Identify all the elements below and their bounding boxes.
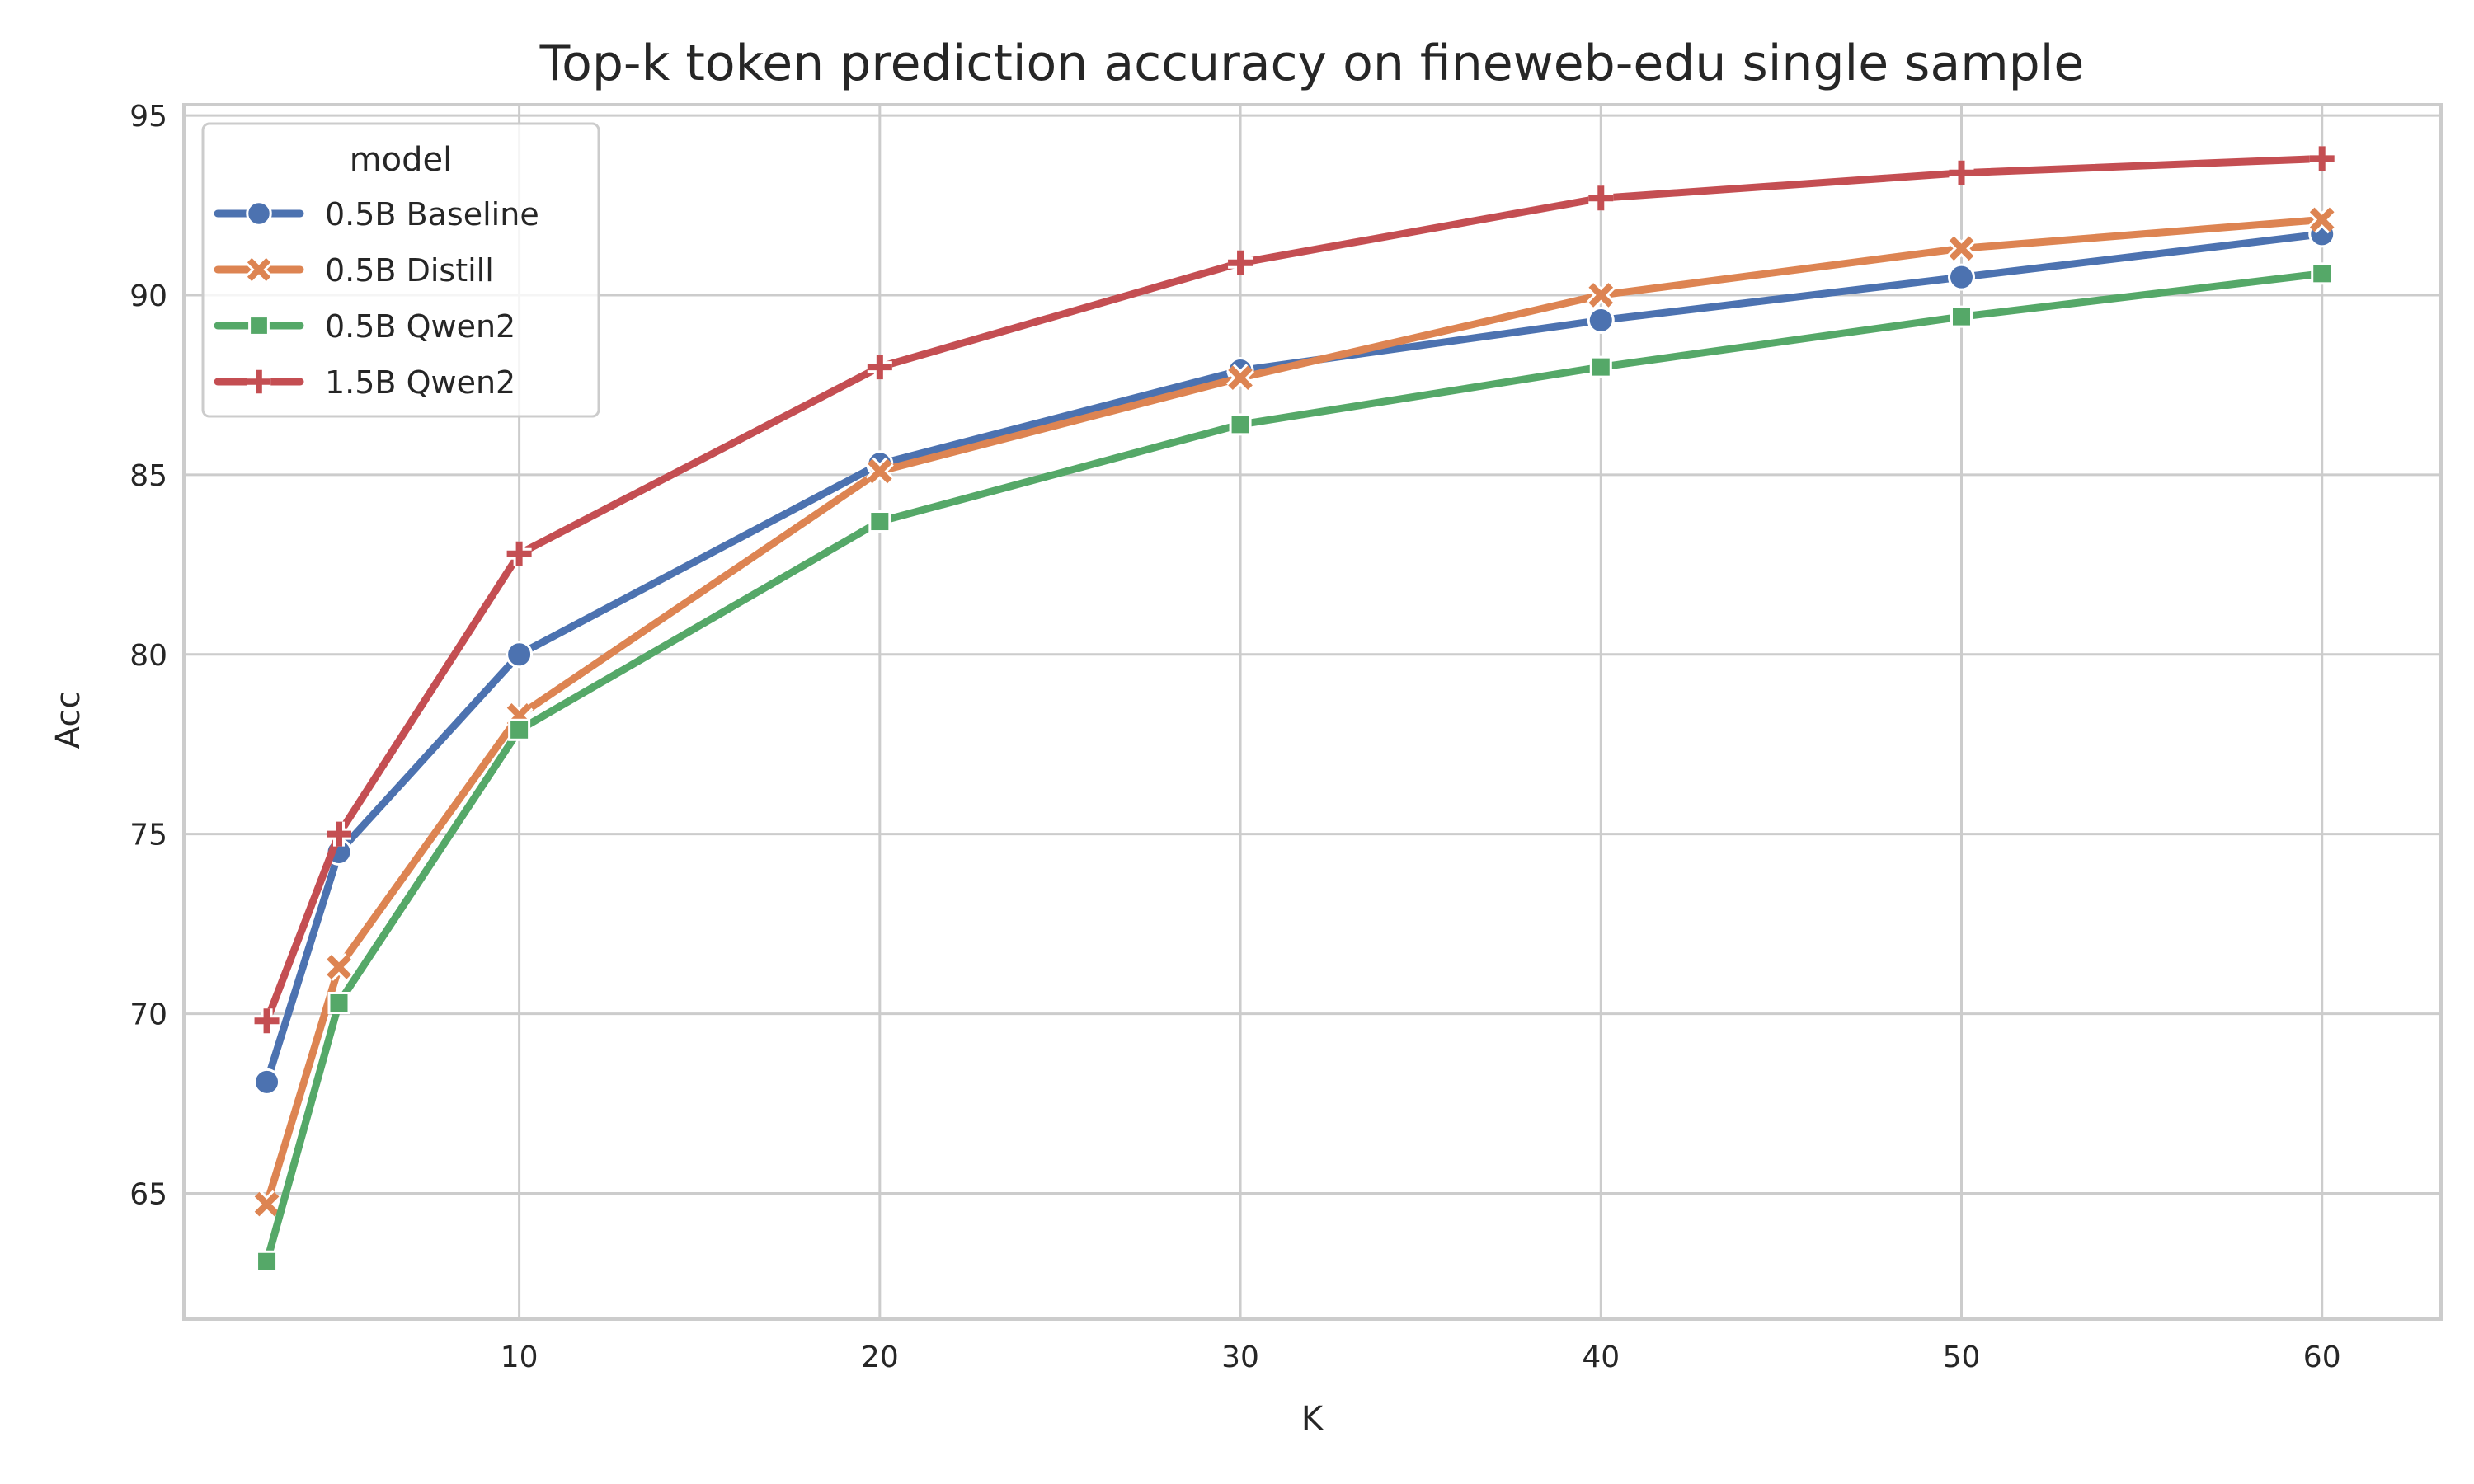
plot-frame [182,103,2443,1321]
y-tick-label: 80 [129,639,167,673]
y-tick-label: 75 [129,819,167,852]
data-point-0-5b-qwen2 [1950,305,1973,328]
series-line-0-5b-distill [263,215,2326,1209]
legend-box [201,122,600,418]
data-point-1-5b-qwen2 [1949,160,1974,186]
series-0-5b-qwen2 [256,262,2334,1273]
x-tick-label: 50 [1943,1341,1981,1374]
y-tick-label: 70 [129,998,167,1032]
data-point-1-5b-qwen2 [254,1008,280,1034]
series-layer [252,146,2336,1273]
x-tick-label: 10 [501,1341,539,1374]
data-point-0-5b-distill [252,1190,281,1219]
data-point-0-5b-distill [1226,364,1255,392]
y-axis-label: Acc [49,691,87,749]
data-point-1-5b-qwen2 [2309,146,2335,171]
legend-item-0-5b-qwen2: 0.5B Qwen2 [214,308,515,345]
legend-label: 0.5B Baseline [325,196,539,232]
x-tick-label: 20 [861,1341,899,1374]
legend-label: 0.5B Distill [325,252,494,289]
data-point-0-5b-distill [1587,281,1616,309]
legend-swatch-marker [246,200,272,227]
data-point-0-5b-qwen2 [868,510,891,533]
legend-item-0-5b-baseline: 0.5B Baseline [214,196,539,232]
data-point-1-5b-qwen2 [867,355,892,380]
y-tick-label: 65 [129,1177,167,1211]
legend-swatch-marker [245,256,273,284]
chart-title: Top-k token prediction accuracy on finew… [539,35,2085,92]
data-point-0-5b-distill [2307,205,2336,234]
series-line-0-5b-qwen2 [263,270,2326,1266]
series-1-5b-qwen2 [254,146,2335,1034]
data-point-0-5b-distill [1947,234,1976,263]
x-tick-label: 30 [1221,1341,1259,1374]
data-point-1-5b-qwen2 [327,821,352,847]
legend-items: 0.5B Baseline 0.5B Distill 0.5B Qwen2 1.5B … [214,196,539,401]
series-0-5b-distill [252,205,2336,1219]
y-tick-label: 90 [129,279,167,313]
series-line-1-5b-qwen2 [263,154,2326,1025]
data-point-0-5b-qwen2 [1589,355,1612,378]
y-tick-label: 95 [129,100,167,134]
data-point-0-5b-qwen2 [2311,262,2334,285]
legend-item-0-5b-distill: 0.5B Distill [214,252,494,289]
data-point-0-5b-qwen2 [1229,413,1252,436]
data-point-0-5b-qwen2 [256,1250,279,1273]
y-tick-label: 85 [129,459,167,493]
x-axis-label: K [1301,1400,1324,1438]
data-point-1-5b-qwen2 [1228,250,1253,275]
legend-label: 0.5B Qwen2 [325,308,515,345]
x-tick-label: 40 [1582,1341,1620,1374]
data-point-0-5b-distill [325,952,353,981]
data-point-1-5b-qwen2 [1588,186,1614,211]
tick-layer: 10 20 30 40 50 60 65 70 75 80 85 90 95 [129,100,2340,1374]
data-point-0-5b-distill [865,457,894,486]
data-point-0-5b-baseline [506,641,534,669]
x-tick-label: 60 [2303,1341,2341,1374]
legend-swatch-marker [248,315,270,336]
data-point-0-5b-qwen2 [508,718,531,741]
legend: model 0.5B Baseline 0.5B Distill 0.5B Qwen… [201,122,600,418]
data-point-1-5b-qwen2 [506,541,532,566]
series-line-0-5b-baseline [263,230,2326,1086]
data-point-0-5b-baseline [1947,263,1975,291]
legend-item-1-5b-qwen2: 1.5B Qwen2 [214,364,515,401]
legend-label: 1.5B Qwen2 [325,364,515,401]
legend-title: model [350,141,453,179]
data-point-0-5b-baseline [253,1068,281,1096]
legend-swatch-marker [247,369,271,394]
data-point-0-5b-baseline [1587,306,1615,334]
data-point-0-5b-qwen2 [327,991,350,1014]
